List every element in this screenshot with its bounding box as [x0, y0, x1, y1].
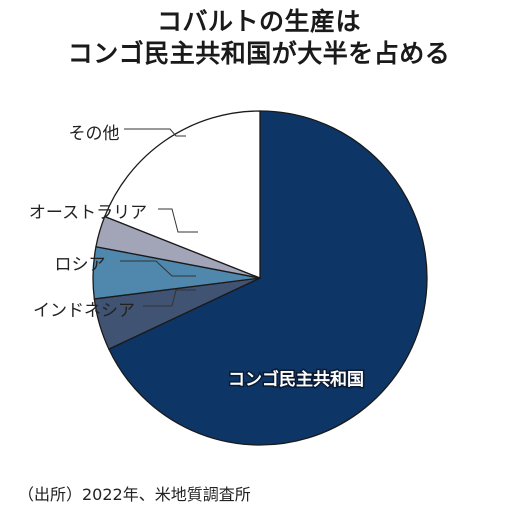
leader-line-indonesia	[143, 289, 196, 307]
slice-label-others: その他	[69, 124, 120, 144]
leader-line-russia	[120, 260, 196, 277]
pie-slice-others	[103, 110, 261, 279]
slice-label-australia: オーストラリア	[29, 203, 147, 223]
leader-line-australia	[158, 208, 198, 233]
pie-slice-congo-drc	[108, 110, 428, 446]
slice-label-russia: ロシア	[55, 255, 106, 275]
chart-title: コバルトの生産は コンゴ民主共和国が大半を占める	[0, 6, 518, 70]
chart-title-line-2: コンゴ民主共和国が大半を占める	[67, 39, 451, 68]
chart-title-line-1: コバルトの生産は	[156, 7, 361, 36]
source-note: （出所）2022年、米地質調査所	[18, 485, 251, 504]
leader-line-others	[124, 128, 186, 137]
slice-label-congo-drc: コンゴ民主共和国	[228, 369, 364, 390]
slice-label-indonesia: インドネシア	[33, 301, 135, 321]
